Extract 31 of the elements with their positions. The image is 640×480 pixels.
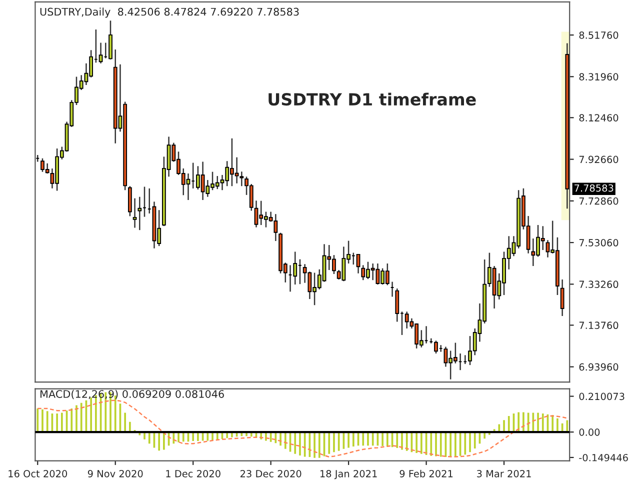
x-tick-label: 9 Feb 2021 [400,470,453,478]
y-tick-label: 0.00 [579,428,600,436]
y-tick-label: -0.149446 [579,454,628,462]
y-tick-label: 7.72860 [579,197,618,205]
y-tick-label: 8.31960 [579,73,618,80]
line-series [37,400,568,458]
candlestick [132,198,137,228]
candlestick [560,278,564,317]
candlestick [356,254,360,274]
x-tick-label: 1 Dec 2020 [166,470,220,478]
candlestick [138,196,142,231]
candlestick [293,251,298,286]
annotation: USDTRY,Daily 8.42506 8.47824 7.69220 7.78583 [40,8,299,18]
candlestick [128,185,132,217]
y-tick-label: 8.51760 [579,31,618,39]
y-tick-label: 6.93960 [579,363,618,371]
x-tick-label: 9 Nov 2020 [88,470,143,478]
y-tick-label: 7.13760 [579,322,618,330]
x-tick-label: 3 Mar 2021 [477,470,531,478]
x-tick-label: 16 Oct 2020 [8,470,68,478]
y-tick-label: 7.92660 [579,156,618,164]
y-tick-label: 8.12460 [579,114,618,122]
y-tick-label: 7.33260 [579,280,618,288]
candlestick [98,42,103,64]
x-tick-label: 18 Jan 2021 [320,470,377,480]
text: 7.78583 [574,184,614,192]
candlestick [395,288,400,322]
text: USDTRY D1 timeframe [268,92,476,106]
y-tick-label: 0.210073 [579,392,624,400]
y-tick-label: 7.53060 [579,239,618,246]
x-tick-label: 23 Dec 2020 [240,470,302,478]
